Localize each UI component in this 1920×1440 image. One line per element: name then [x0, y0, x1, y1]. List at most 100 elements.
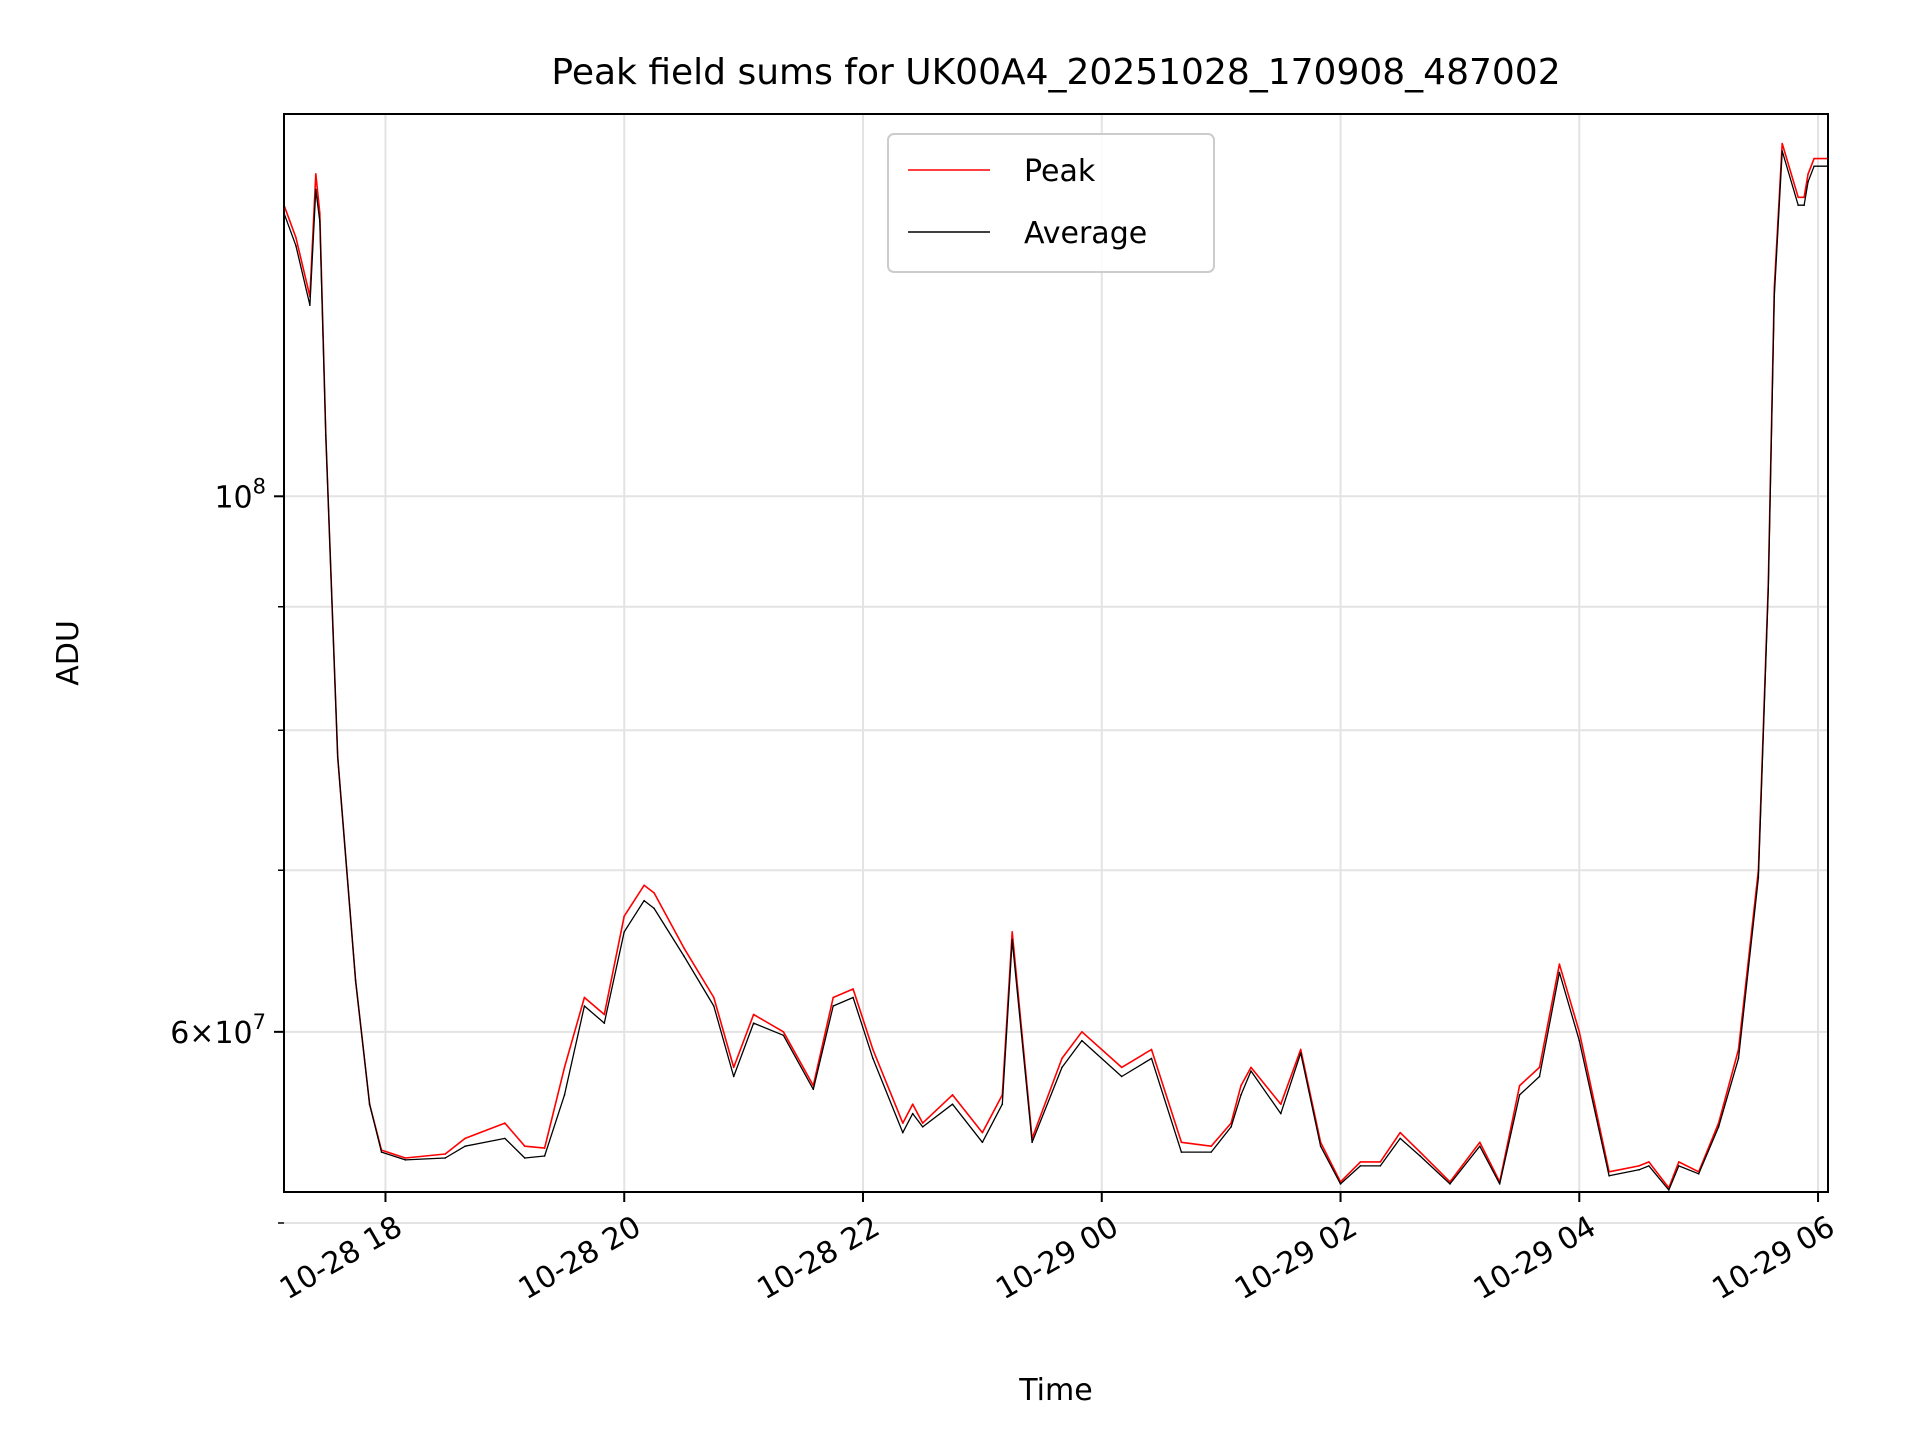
data-point-peak	[901, 1122, 904, 1124]
data-point-average	[852, 996, 854, 999]
data-point-average	[1538, 1075, 1541, 1078]
data-point-peak	[1538, 1066, 1541, 1069]
data-point-peak	[712, 996, 715, 999]
data-point-peak	[444, 1153, 446, 1155]
chart-title: Peak field sums for UK00A4_20251028_1709…	[551, 52, 1560, 93]
data-point-average	[1031, 1141, 1033, 1144]
data-point-average	[752, 1022, 755, 1024]
data-point-peak	[1449, 1181, 1451, 1183]
data-point-peak	[1797, 196, 1799, 199]
data-point-average	[1359, 1165, 1362, 1167]
data-point-peak	[583, 996, 586, 999]
data-point-average	[1518, 1094, 1521, 1096]
legend-label-peak: Peak	[1024, 154, 1096, 189]
data-point-average	[309, 304, 311, 306]
data-point-average	[1807, 180, 1809, 183]
data-point-peak	[1648, 1161, 1650, 1163]
data-point-average	[1299, 1052, 1302, 1054]
data-point-peak	[1120, 1066, 1123, 1069]
data-point-average	[603, 1022, 606, 1024]
data-point-peak	[464, 1137, 466, 1140]
y-tick-label: 108	[214, 474, 266, 515]
data-point-peak	[832, 996, 834, 999]
data-point-peak	[1518, 1084, 1521, 1087]
data-point-average	[1498, 1183, 1501, 1185]
data-point-average	[1280, 1112, 1282, 1115]
data-point-average	[901, 1131, 904, 1134]
data-point-average	[1081, 1039, 1083, 1042]
data-point-peak	[295, 236, 297, 239]
data-point-average	[444, 1157, 446, 1159]
x-axis-label: Time	[1018, 1373, 1092, 1408]
data-point-average	[1479, 1145, 1481, 1147]
data-point-average	[319, 220, 321, 223]
data-point-peak	[1081, 1031, 1083, 1033]
data-point-average	[404, 1159, 407, 1161]
data-point-peak	[1807, 173, 1809, 175]
data-point-peak	[1011, 931, 1014, 933]
data-point-peak	[1677, 1161, 1680, 1163]
y-axis-label: ADU	[51, 620, 86, 686]
data-point-average	[1230, 1126, 1232, 1128]
data-point-peak	[1803, 196, 1805, 199]
data-point-peak	[603, 1013, 606, 1016]
data-point-average	[653, 907, 655, 910]
data-point-peak	[1479, 1141, 1481, 1144]
grid	[284, 114, 1828, 1224]
data-point-average	[1578, 1039, 1581, 1042]
data-point-peak	[504, 1122, 506, 1124]
data-point-average	[563, 1094, 566, 1096]
data-point-average	[1399, 1137, 1402, 1140]
data-point-peak	[1558, 963, 1561, 965]
data-point-average	[1813, 165, 1815, 168]
data-point-peak	[653, 892, 655, 894]
data-point-peak	[1210, 1145, 1212, 1147]
data-point-average	[1757, 876, 1760, 879]
legend-label-average: Average	[1024, 216, 1147, 251]
data-point-average	[782, 1034, 785, 1037]
data-point-average	[1339, 1183, 1342, 1185]
data-point-average	[324, 434, 327, 437]
data-point-average	[1001, 1103, 1004, 1105]
data-point-average	[1677, 1165, 1680, 1167]
data-point-peak	[1150, 1048, 1153, 1051]
data-point-average	[523, 1157, 526, 1159]
data-point-peak	[623, 915, 626, 917]
data-point-peak	[852, 988, 854, 990]
data-point-peak	[643, 884, 645, 887]
data-point-average	[911, 1112, 914, 1115]
data-point-average	[504, 1137, 506, 1140]
data-point-peak	[1180, 1141, 1183, 1144]
data-point-average	[921, 1126, 924, 1128]
data-point-average	[336, 755, 339, 758]
data-point-average	[1638, 1169, 1640, 1171]
data-point-average	[295, 244, 297, 247]
data-point-peak	[1240, 1084, 1242, 1087]
data-point-average	[1449, 1183, 1451, 1185]
data-point-average	[1419, 1155, 1421, 1157]
data-point-average	[951, 1103, 954, 1105]
data-point-average	[315, 188, 317, 191]
data-point-peak	[1250, 1066, 1252, 1069]
data-point-average	[1697, 1173, 1700, 1175]
data-point-average	[1773, 295, 1776, 298]
data-point-average	[1668, 1189, 1670, 1191]
data-point-average	[543, 1155, 546, 1157]
plot-frame	[283, 113, 1829, 1193]
data-point-average	[623, 931, 626, 933]
data-point-peak	[732, 1066, 735, 1069]
data-point-average	[1319, 1145, 1322, 1147]
data-point-peak	[782, 1031, 785, 1033]
data-point-peak	[1299, 1048, 1302, 1051]
data-point-peak	[1638, 1165, 1640, 1167]
data-point-peak	[1419, 1151, 1421, 1153]
data-point-peak	[1280, 1103, 1282, 1105]
data-point-peak	[752, 1013, 755, 1016]
data-point-average	[1803, 204, 1805, 207]
y-tick-label: 6×107	[170, 1010, 266, 1051]
data-point-peak	[1399, 1131, 1402, 1134]
data-point-average	[1648, 1165, 1650, 1167]
data-point-peak	[1359, 1161, 1362, 1163]
data-point-average	[872, 1057, 874, 1060]
data-point-peak	[1379, 1161, 1382, 1163]
